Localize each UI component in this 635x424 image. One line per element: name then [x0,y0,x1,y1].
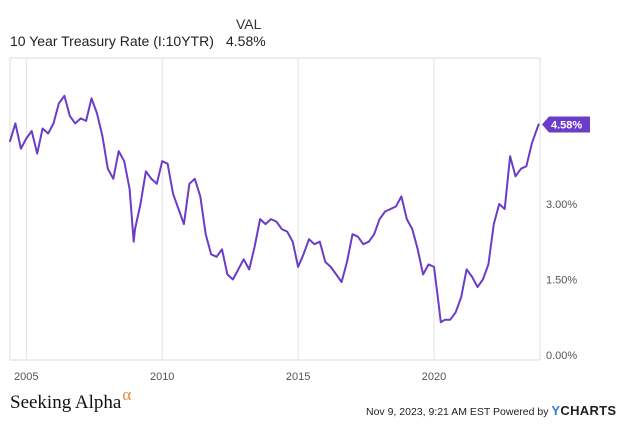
y-tick-label-1: 1.50% [546,274,577,286]
legend-series-name: 10 Year Treasury Rate (I:10YTR) [10,33,214,49]
x-axis-ticks: 2005 2010 2015 2020 [14,371,446,383]
y-tick-label-0: 0.00% [546,350,577,362]
ycharts-y: Y [551,403,561,418]
x-tick-label-0: 2005 [14,371,38,383]
footer-attribution: Nov 9, 2023, 9:21 AM EST Powered by YCHA… [366,403,616,418]
last-value-callout: 4.58% [542,116,590,133]
plot-frame [9,57,541,361]
chart-legend: VAL 10 Year Treasury Rate (I:10YTR) 4.58… [0,0,635,56]
y-axis-ticks: 0.00% 1.50% 3.00% [546,199,577,362]
last-value-label: 4.58% [551,119,582,131]
series-layer [9,94,540,324]
x-tick-label-1: 2010 [150,371,174,383]
last-value-badge [542,116,590,133]
seeking-alpha-logo: Seeking Alphaα [10,385,131,414]
x-tick-label-3: 2020 [422,371,446,383]
footer-timestamp: Nov 9, 2023, 9:21 AM EST Powered by [366,406,549,418]
legend-value-header: VAL [236,16,262,32]
x-tick-label-2: 2015 [286,371,310,383]
y-tick-label-2: 3.00% [546,199,577,211]
ycharts-text: CHARTS [560,403,617,418]
alpha-symbol: α [122,385,132,404]
legend-series-value: 4.58% [226,33,266,49]
ycharts-logo: YCHARTS [551,403,616,418]
brand-name: Seeking Alpha [10,392,122,413]
gridlines [25,58,435,360]
series-line-0 [9,94,540,324]
